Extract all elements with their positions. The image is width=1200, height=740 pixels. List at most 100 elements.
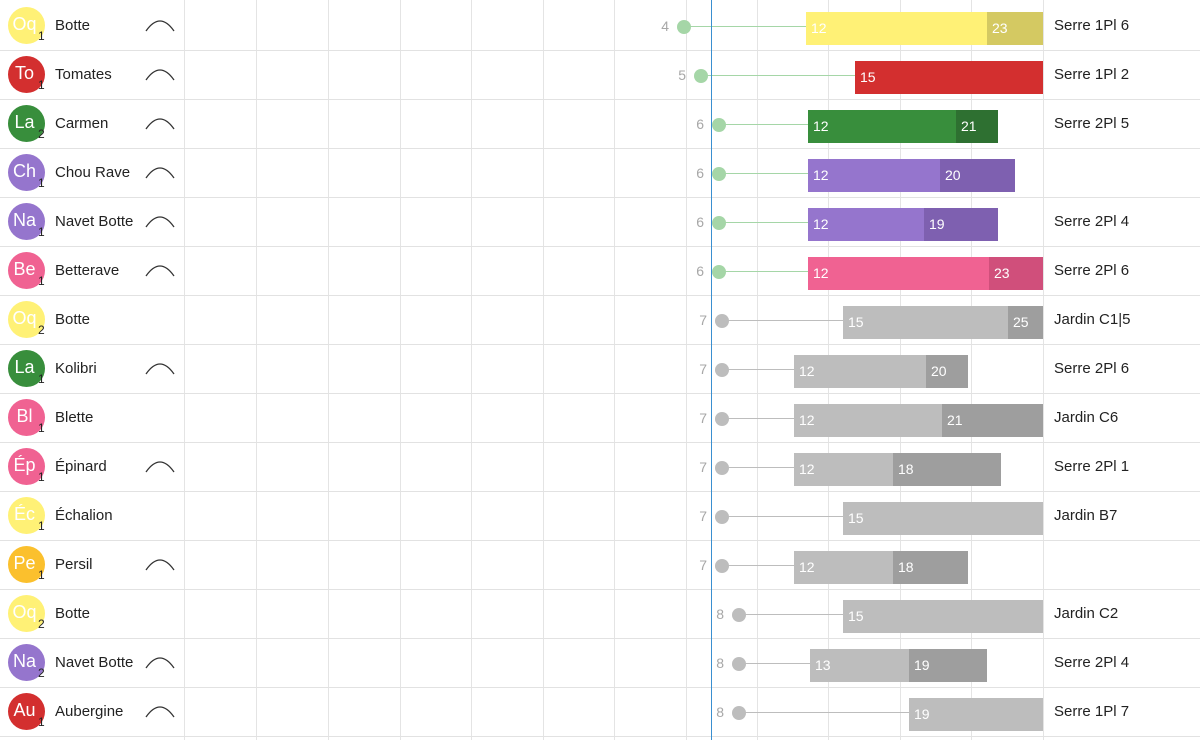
crop-code: Na bbox=[12, 651, 36, 671]
harvest-bar-start[interactable]: 15 bbox=[843, 306, 1008, 339]
crop-row[interactable]: Be 1 Betterave 6 12 23 Serre 2Pl 6 bbox=[0, 247, 1200, 296]
sowing-dot[interactable] bbox=[715, 314, 729, 328]
crop-row[interactable]: Ch 1 Chou Rave 6 12 20 bbox=[0, 149, 1200, 198]
start-week: 7 bbox=[699, 312, 707, 328]
nursery-stem bbox=[739, 663, 810, 664]
harvest-bar-start[interactable]: 15 bbox=[855, 61, 1043, 94]
sowing-dot[interactable] bbox=[732, 706, 746, 720]
harvest-bar-start[interactable]: 13 bbox=[810, 649, 909, 682]
start-week: 7 bbox=[699, 459, 707, 475]
crop-count: 1 bbox=[38, 78, 45, 92]
crop-row[interactable]: Oq 2 Botte 8 15 Jardin C2 bbox=[0, 590, 1200, 639]
crop-code: Bl bbox=[16, 406, 33, 426]
harvest-bar-end[interactable]: 21 bbox=[942, 404, 1043, 437]
grid-line bbox=[686, 0, 687, 740]
crop-avatar: Ép 1 bbox=[8, 448, 45, 485]
crop-code: Oq bbox=[12, 308, 37, 328]
crop-name: Betterave bbox=[55, 262, 120, 279]
grid-line bbox=[328, 0, 329, 740]
grid-line bbox=[543, 0, 544, 740]
sowing-dot[interactable] bbox=[715, 510, 729, 524]
crop-row[interactable]: Oq 2 Botte 7 15 25 Jardin C1|5 bbox=[0, 296, 1200, 345]
crop-avatar: Pe 1 bbox=[8, 546, 45, 583]
harvest-bar-end[interactable]: 21 bbox=[956, 110, 998, 143]
crop-name: Blette bbox=[55, 409, 94, 426]
start-week: 8 bbox=[716, 606, 724, 622]
sowing-dot[interactable] bbox=[677, 20, 691, 34]
crop-row[interactable]: Pe 1 Persil 7 12 18 bbox=[0, 541, 1200, 590]
crop-code: La bbox=[14, 112, 35, 132]
crop-count: 1 bbox=[38, 519, 45, 533]
bed-location: Serre 1Pl 7 bbox=[1054, 703, 1130, 720]
start-week: 6 bbox=[696, 165, 704, 181]
harvest-bar-end[interactable]: 23 bbox=[989, 257, 1043, 290]
nursery-stem bbox=[739, 614, 843, 615]
sowing-dot[interactable] bbox=[715, 363, 729, 377]
crop-row[interactable]: Oq 1 Botte 4 12 23 Serre 1Pl 6 bbox=[0, 2, 1200, 51]
harvest-bar-start[interactable]: 12 bbox=[794, 355, 926, 388]
harvest-bar-end[interactable]: 18 bbox=[893, 453, 1001, 486]
sowing-dot[interactable] bbox=[712, 216, 726, 230]
harvest-bar-start[interactable]: 12 bbox=[808, 110, 956, 143]
sowing-dot[interactable] bbox=[732, 657, 746, 671]
bed-location: Serre 2Pl 5 bbox=[1054, 115, 1130, 132]
harvest-bar-start[interactable]: 12 bbox=[808, 257, 989, 290]
harvest-bar-start[interactable]: 12 bbox=[794, 551, 893, 584]
bed-location: Serre 2Pl 6 bbox=[1054, 360, 1130, 377]
crop-count: 1 bbox=[38, 29, 45, 43]
nursery-stem bbox=[719, 222, 808, 223]
sowing-dot[interactable] bbox=[732, 608, 746, 622]
crop-avatar: Oq 2 bbox=[8, 595, 45, 632]
harvest-bar-start[interactable]: 12 bbox=[794, 453, 893, 486]
crop-row[interactable]: La 1 Kolibri 7 12 20 Serre 2Pl 6 bbox=[0, 345, 1200, 394]
sowing-dot[interactable] bbox=[712, 265, 726, 279]
harvest-bar-end[interactable]: 25 bbox=[1008, 306, 1043, 339]
crop-row[interactable]: Éc 1 Échalion 7 15 Jardin B7 bbox=[0, 492, 1200, 541]
start-week: 7 bbox=[699, 410, 707, 426]
nursery-stem bbox=[684, 26, 806, 27]
crop-code: Oq bbox=[12, 602, 37, 622]
crop-row[interactable]: La 2 Carmen 6 12 21 Serre 2Pl 5 bbox=[0, 100, 1200, 149]
harvest-bar-start[interactable]: 15 bbox=[843, 600, 1043, 633]
sowing-dot[interactable] bbox=[715, 461, 729, 475]
crop-name: Chou Rave bbox=[55, 164, 131, 181]
harvest-bar-start[interactable]: 12 bbox=[808, 208, 924, 241]
nursery-stem bbox=[722, 516, 843, 517]
grid-line bbox=[1043, 0, 1044, 740]
harvest-bar-end[interactable]: 19 bbox=[909, 649, 987, 682]
harvest-bar-start[interactable]: 12 bbox=[794, 404, 942, 437]
crop-row[interactable]: Na 2 Navet Botte 8 13 19 Serre 2Pl 4 bbox=[0, 639, 1200, 688]
crop-row[interactable]: Na 1 Navet Botte 6 12 19 Serre 2Pl 4 bbox=[0, 198, 1200, 247]
harvest-bar-start[interactable]: 19 bbox=[909, 698, 1043, 731]
crop-row[interactable]: Au 1 Aubergine 8 19 Serre 1Pl 7 bbox=[0, 688, 1200, 737]
crop-row[interactable]: Bl 1 Blette 7 12 21 Jardin C6 bbox=[0, 394, 1200, 443]
bed-location: Jardin B7 bbox=[1054, 507, 1118, 524]
crop-code: Be bbox=[13, 259, 36, 279]
crop-row[interactable]: To 1 Tomates 5 15 Serre 1Pl 2 bbox=[0, 51, 1200, 100]
crop-code: Au bbox=[13, 700, 36, 720]
crop-count: 1 bbox=[38, 176, 45, 190]
start-week: 7 bbox=[699, 508, 707, 524]
crop-row[interactable]: Ép 1 Épinard 7 12 18 Serre 2Pl 1 bbox=[0, 443, 1200, 492]
crop-name: Persil bbox=[55, 556, 93, 573]
harvest-bar-start[interactable]: 12 bbox=[808, 159, 940, 192]
harvest-bar-end[interactable]: 23 bbox=[987, 12, 1043, 45]
grid-line bbox=[471, 0, 472, 740]
sowing-dot[interactable] bbox=[712, 118, 726, 132]
harvest-bar-start[interactable]: 12 bbox=[806, 12, 987, 45]
sowing-dot[interactable] bbox=[712, 167, 726, 181]
harvest-bar-end[interactable]: 18 bbox=[893, 551, 968, 584]
sowing-dot[interactable] bbox=[694, 69, 708, 83]
harvest-bar-end[interactable]: 19 bbox=[924, 208, 998, 241]
crop-count: 1 bbox=[38, 568, 45, 582]
harvest-bar-start[interactable]: 15 bbox=[843, 502, 1043, 535]
sowing-dot[interactable] bbox=[715, 559, 729, 573]
harvest-bar-end[interactable]: 20 bbox=[940, 159, 1015, 192]
sowing-dot[interactable] bbox=[715, 412, 729, 426]
bed-location: Serre 2Pl 6 bbox=[1054, 262, 1130, 279]
tunnel-arc-icon bbox=[145, 657, 175, 669]
tunnel-arc-icon bbox=[145, 461, 175, 473]
nursery-stem bbox=[722, 369, 794, 370]
crop-code: Ép bbox=[13, 455, 36, 475]
harvest-bar-end[interactable]: 20 bbox=[926, 355, 968, 388]
